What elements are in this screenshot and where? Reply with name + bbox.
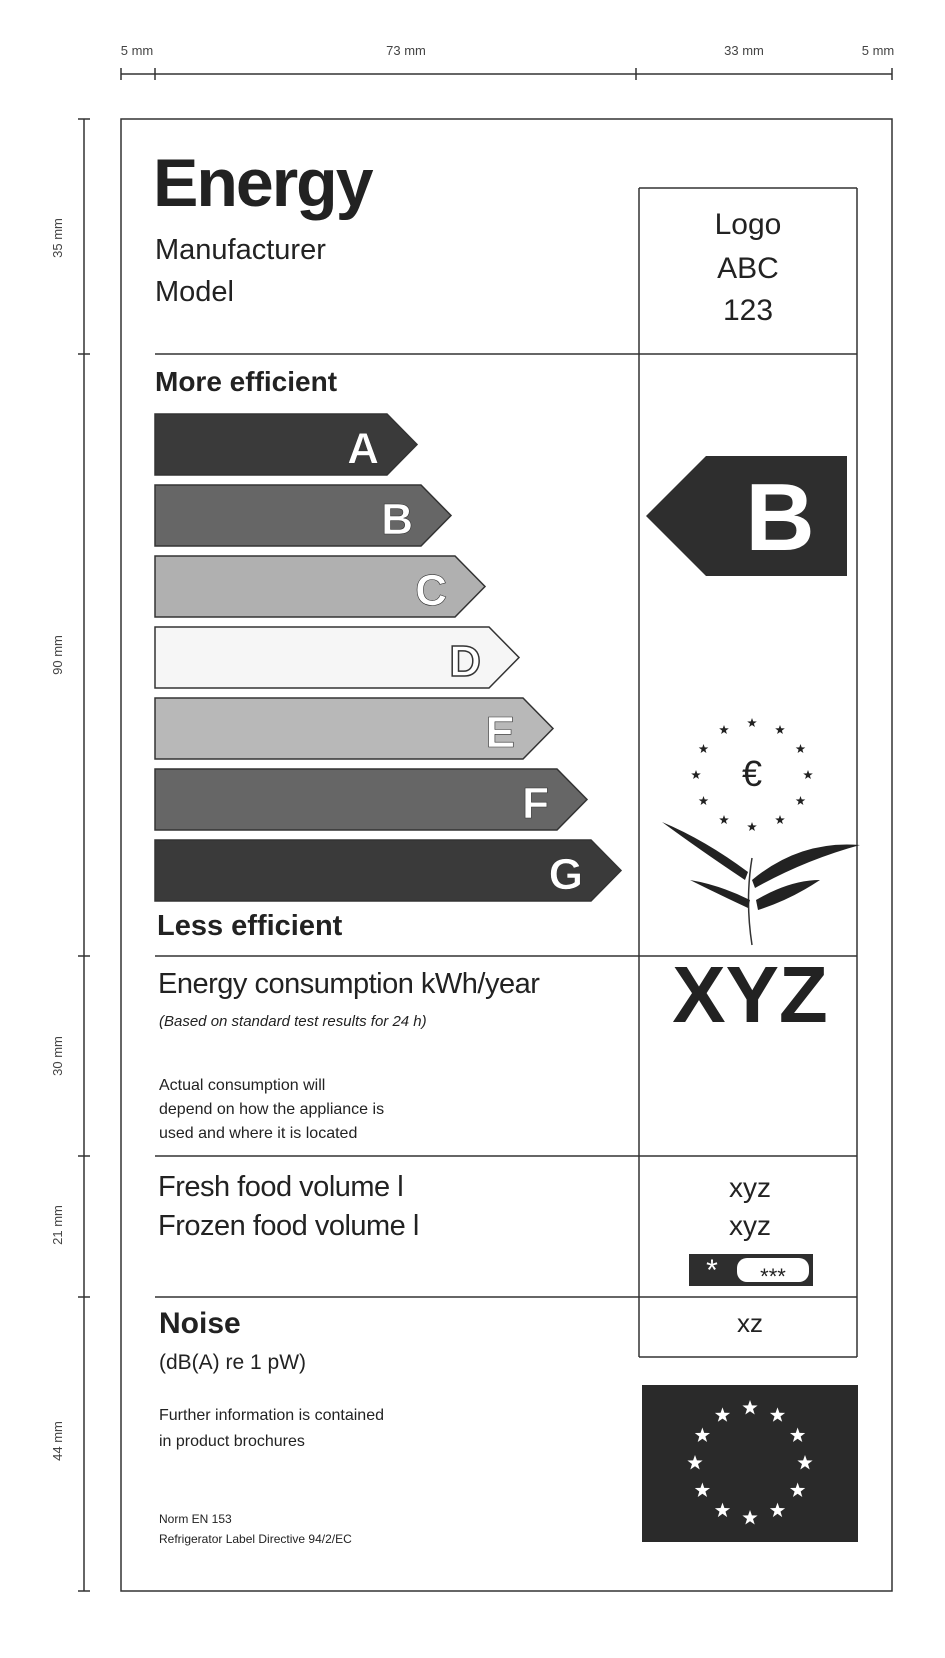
dim-label: 5 mm xyxy=(862,43,895,58)
star-rating: *** xyxy=(760,1264,786,1289)
dim-label: 90 mm xyxy=(50,635,65,675)
consumption-info: used and where it is located xyxy=(159,1125,357,1142)
star xyxy=(790,1427,806,1442)
dim-label: 30 mm xyxy=(50,1036,65,1076)
title: Energy xyxy=(153,145,374,221)
consumption-note: (Based on standard test results for 24 h… xyxy=(159,1013,427,1030)
star xyxy=(790,1482,806,1497)
star xyxy=(747,718,757,727)
star xyxy=(742,1400,758,1415)
logo-line: ABC xyxy=(717,252,779,285)
dim-label: 33 mm xyxy=(724,43,764,58)
star xyxy=(795,744,806,753)
class-letter: D xyxy=(449,637,481,686)
class-arrow xyxy=(154,839,623,902)
model: Model xyxy=(155,276,234,308)
logo-line: Logo xyxy=(715,208,782,241)
info-line: in product brochures xyxy=(159,1433,305,1450)
eu-flag-stars xyxy=(687,1400,813,1525)
dim-label: 21 mm xyxy=(50,1205,65,1245)
info-line: Further information is contained xyxy=(159,1407,384,1424)
star xyxy=(775,815,785,825)
noise-unit: (dB(A) re 1 pW) xyxy=(159,1351,306,1374)
logo-line: 123 xyxy=(723,294,773,327)
star xyxy=(714,1407,731,1422)
star xyxy=(694,1427,710,1442)
class-letter: C xyxy=(415,566,447,615)
star xyxy=(769,1407,786,1422)
star xyxy=(797,1455,813,1470)
eco-flower: € xyxy=(662,718,860,946)
class-letter: G xyxy=(549,850,583,899)
star xyxy=(698,796,709,805)
star xyxy=(719,725,729,734)
class-letter: A xyxy=(347,424,379,473)
class-arrow xyxy=(154,626,521,689)
label-frame xyxy=(120,118,893,1592)
frozen-volume-value: xyz xyxy=(729,1210,771,1241)
consumption-label: Energy consumption kWh/year xyxy=(158,968,540,1000)
star xyxy=(691,770,701,779)
rating-letter: B xyxy=(745,464,814,571)
more-efficient: More efficient xyxy=(155,366,337,397)
star xyxy=(742,1510,758,1525)
dim-label: 5 mm xyxy=(121,43,154,58)
star xyxy=(698,744,709,753)
consumption-info: Actual consumption will xyxy=(159,1077,325,1094)
class-arrow xyxy=(154,697,555,760)
star xyxy=(747,822,757,831)
dimension-lines xyxy=(78,68,893,1592)
consumption-value: XYZ xyxy=(672,950,828,1039)
dim-label: 35 mm xyxy=(50,218,65,258)
frozen-volume-label: Frozen food volume l xyxy=(158,1210,419,1242)
class-letter: B xyxy=(381,495,413,544)
fresh-volume-label: Fresh food volume l xyxy=(158,1171,403,1203)
class-arrow xyxy=(154,555,487,618)
star xyxy=(803,770,813,779)
class-letter: E xyxy=(486,708,515,757)
star xyxy=(795,796,806,805)
consumption-info: depend on how the appliance is xyxy=(159,1101,384,1118)
class-arrow xyxy=(154,768,589,831)
dim-label: 73 mm xyxy=(386,43,426,58)
class-arrow xyxy=(154,413,419,476)
fresh-volume-value: xyz xyxy=(729,1172,771,1203)
class-letter: F xyxy=(522,779,549,828)
freezer-symbol: * xyxy=(706,1254,718,1287)
euro-sign: € xyxy=(742,753,762,794)
star xyxy=(719,815,729,825)
star xyxy=(714,1502,731,1518)
star-box-inner xyxy=(737,1258,809,1282)
noise-value: xz xyxy=(737,1308,763,1338)
star xyxy=(687,1455,703,1470)
footer-line: Norm EN 153 xyxy=(159,1512,232,1526)
rating-arrow xyxy=(646,456,847,576)
class-arrow xyxy=(154,484,453,547)
footer-line: Refrigerator Label Directive 94/2/EC xyxy=(159,1532,352,1546)
star xyxy=(694,1482,710,1497)
star xyxy=(775,725,785,734)
dim-label: 44 mm xyxy=(50,1421,65,1461)
less-efficient: Less efficient xyxy=(157,910,343,942)
noise-title: Noise xyxy=(159,1307,241,1340)
star xyxy=(769,1502,786,1518)
manufacturer: Manufacturer xyxy=(155,234,326,266)
